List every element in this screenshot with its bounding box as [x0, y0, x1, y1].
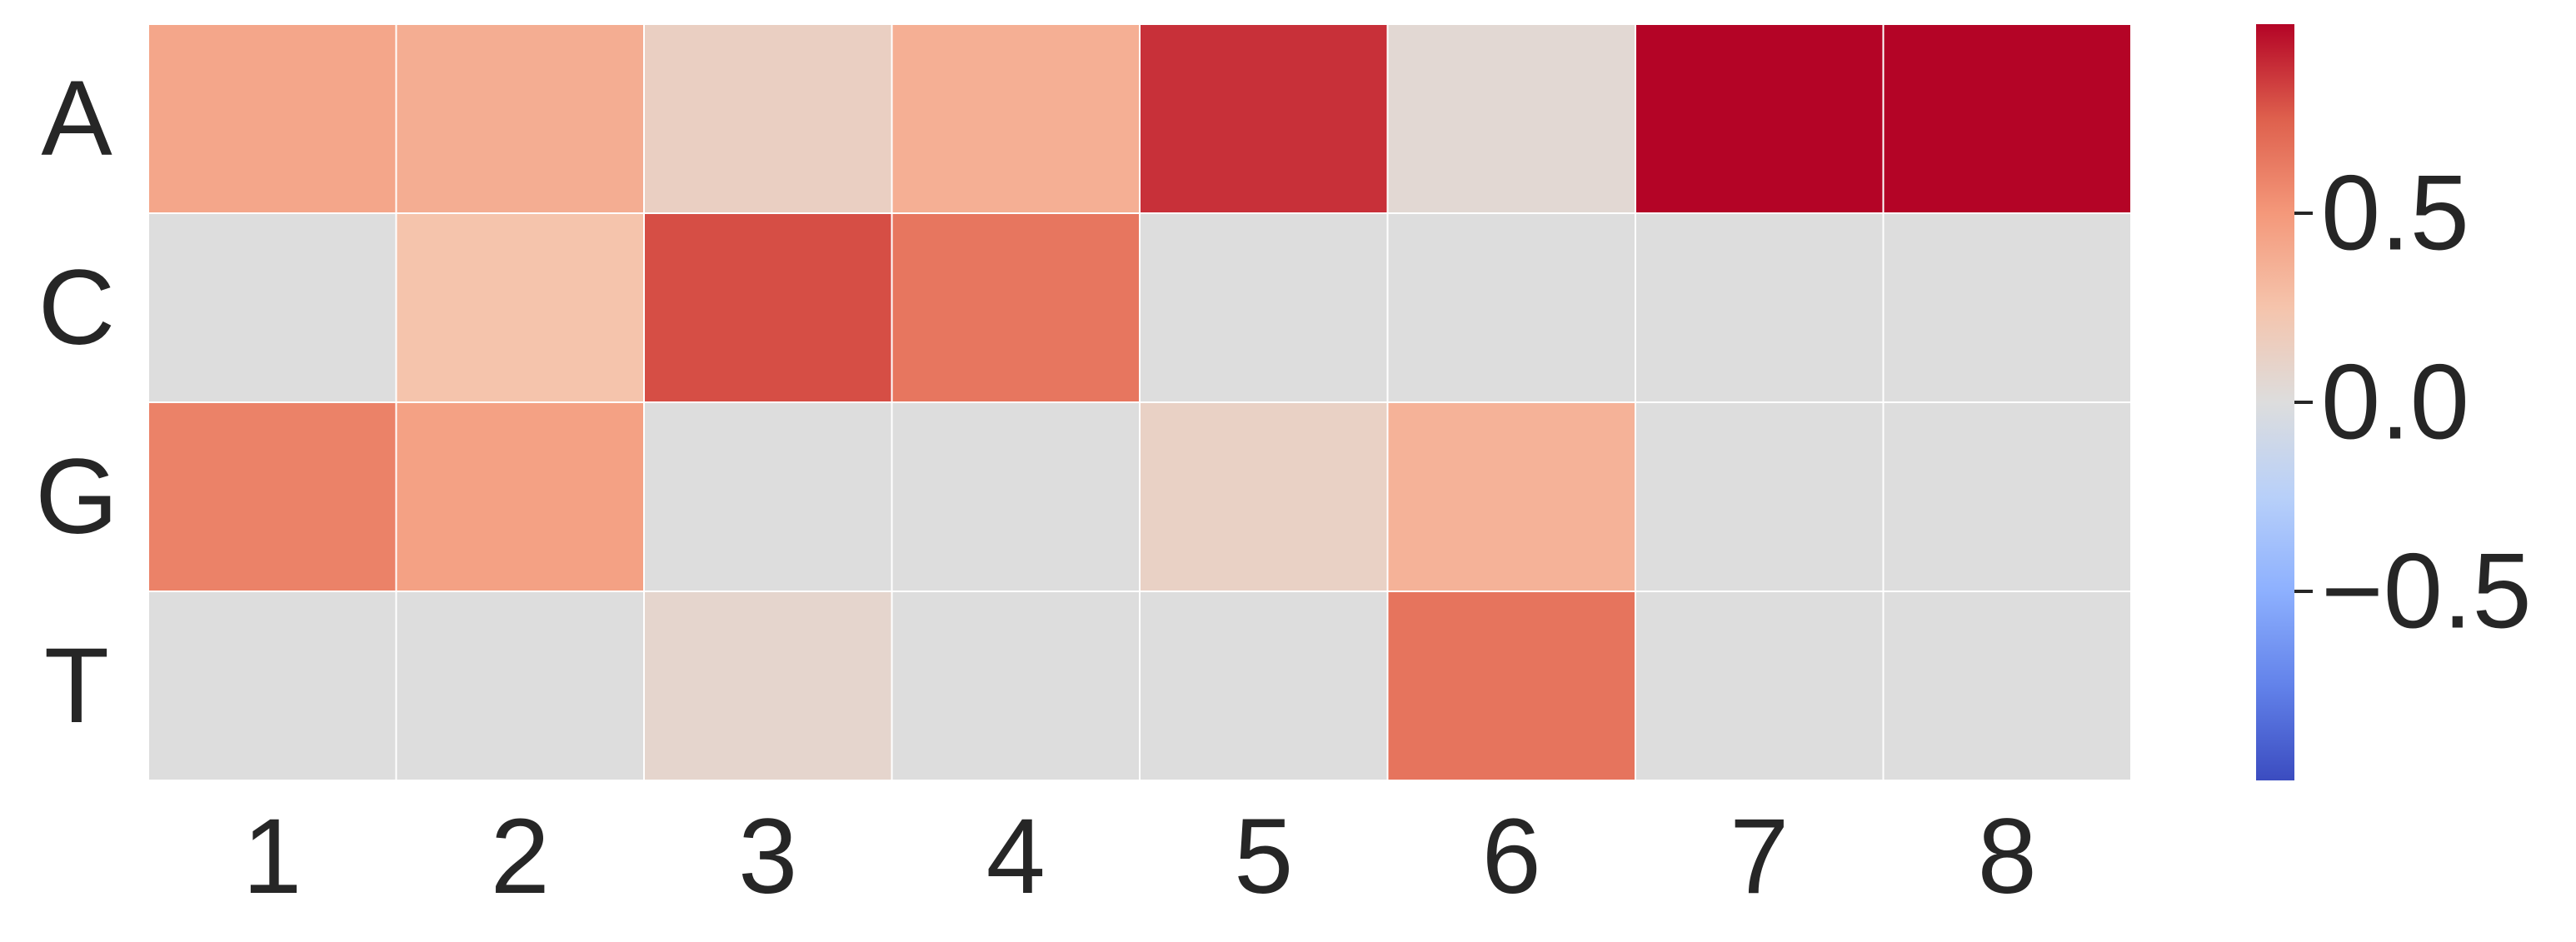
heatmap-cell-A-7: [1635, 23, 1885, 214]
heatmap-cell-C-5: [1139, 212, 1389, 403]
heatmap-cell-G-1: [147, 401, 397, 592]
x-tick-label: 1: [242, 797, 302, 916]
heatmap-cell-G-5: [1139, 401, 1389, 592]
heatmap-cell-C-3: [643, 212, 893, 403]
heatmap-cell-A-6: [1386, 23, 1636, 214]
colorbar-ticks: 0.5 0.0 −0.5: [2294, 154, 2532, 651]
heatmap-cell-G-2: [395, 401, 645, 592]
heatmap-cell-G-3: [643, 401, 893, 592]
heatmap-cell-A-2: [395, 23, 645, 214]
heatmap-cell-A-5: [1139, 23, 1389, 214]
heatmap-cell-A-3: [643, 23, 893, 214]
heatmap-cell-G-8: [1882, 401, 2132, 592]
colorbar: [2256, 24, 2294, 780]
heatmap-cell-C-2: [395, 212, 645, 403]
y-tick-label: A: [41, 59, 112, 178]
y-tick-label: G: [35, 437, 118, 556]
colorbar-tick-label: 0.5: [2321, 154, 2469, 273]
heatmap-cell-T-8: [1882, 591, 2132, 781]
x-tick-label: 8: [1978, 797, 2037, 916]
x-tick-label: 2: [491, 797, 550, 916]
heatmap-cell-C-7: [1635, 212, 1885, 403]
heatmap-cell-G-6: [1386, 401, 1636, 592]
colorbar-tick-label: 0.0: [2321, 343, 2469, 462]
heatmap-cell-A-8: [1882, 23, 2132, 214]
heatmap-cells: [147, 23, 2132, 781]
heatmap-cell-G-4: [891, 401, 1141, 592]
heatmap-cell-T-3: [643, 591, 893, 781]
heatmap-cell-C-6: [1386, 212, 1636, 403]
x-axis-tick-labels: 1 2 3 4 5 6 7 8: [242, 797, 2037, 916]
heatmap-cell-A-4: [891, 23, 1141, 214]
x-tick-label: 7: [1730, 797, 1789, 916]
heatmap-cell-C-4: [891, 212, 1141, 403]
y-tick-label: T: [44, 626, 109, 745]
heatmap-cell-T-2: [395, 591, 645, 781]
heatmap-cell-T-7: [1635, 591, 1885, 781]
heatmap-cell-T-1: [147, 591, 397, 781]
heatmap-cell-T-6: [1386, 591, 1636, 781]
heatmap-cell-C-1: [147, 212, 397, 403]
x-tick-label: 3: [738, 797, 797, 916]
colorbar-tick-label: −0.5: [2321, 532, 2532, 651]
heatmap-cell-A-1: [147, 23, 397, 214]
heatmap-cell-T-5: [1139, 591, 1389, 781]
heatmap-cell-G-7: [1635, 401, 1885, 592]
heatmap-cell-T-4: [891, 591, 1141, 781]
x-tick-label: 6: [1482, 797, 1541, 916]
x-tick-label: 5: [1234, 797, 1293, 916]
heatmap-cell-C-8: [1882, 212, 2132, 403]
x-tick-label: 4: [986, 797, 1046, 916]
y-tick-label: C: [38, 248, 115, 367]
